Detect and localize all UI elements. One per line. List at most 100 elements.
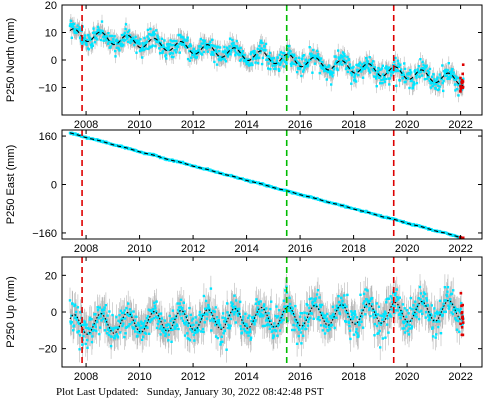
data-point (298, 67, 302, 71)
data-point (117, 47, 121, 51)
data-point (458, 330, 461, 333)
outlier-points (458, 236, 465, 239)
data-point (288, 302, 292, 306)
data-point (268, 51, 272, 55)
data-point (211, 44, 214, 47)
data-point (455, 328, 459, 331)
data-point (349, 337, 352, 341)
data-point (227, 48, 230, 51)
data-point (152, 311, 155, 315)
data-point (179, 41, 182, 44)
data-point (422, 299, 425, 303)
data-point (436, 312, 439, 316)
data-point (159, 333, 162, 336)
data-point (439, 312, 442, 315)
data-point (271, 329, 274, 332)
data-point (70, 321, 73, 324)
data-point (432, 83, 436, 86)
data-point (258, 48, 262, 51)
data-point (178, 42, 181, 46)
data-point (102, 317, 105, 320)
data-point (312, 48, 315, 52)
data-point (78, 28, 81, 31)
data-point (281, 51, 285, 55)
data-point (459, 307, 462, 310)
data-point (118, 320, 122, 324)
data-point (154, 44, 157, 48)
data-point (331, 314, 334, 317)
data-point (122, 43, 125, 47)
data-point (127, 324, 130, 328)
data-point (263, 324, 266, 328)
data-point (106, 314, 109, 317)
data-point (427, 319, 430, 322)
data-point (444, 74, 447, 77)
data-point (160, 317, 164, 320)
data-point (302, 334, 305, 337)
data-point (222, 51, 226, 54)
data-point (198, 50, 201, 54)
data-point (224, 318, 227, 321)
data-point (311, 54, 314, 57)
data-point (197, 329, 200, 332)
data-point (201, 327, 205, 331)
data-point (273, 322, 276, 325)
data-point (382, 76, 386, 79)
data-point (113, 336, 116, 340)
data-point (160, 325, 163, 328)
data-point (83, 321, 87, 324)
data-point (308, 297, 311, 301)
data-point (391, 300, 394, 304)
data-point (379, 82, 382, 85)
data-point (237, 53, 241, 57)
data-point (256, 47, 259, 50)
data-point (375, 302, 378, 305)
data-point (240, 51, 244, 55)
data-point (405, 309, 408, 312)
data-point (302, 54, 306, 57)
data-point (192, 323, 195, 327)
data-point (125, 325, 129, 329)
data-point (89, 43, 93, 47)
data-point (316, 53, 320, 56)
x-tick-label: 2020 (395, 371, 419, 383)
data-point (277, 68, 280, 71)
data-point (85, 326, 88, 329)
data-point (143, 325, 146, 328)
data-point (164, 334, 167, 338)
data-point (425, 64, 428, 67)
data-point (252, 56, 255, 59)
data-point (346, 293, 349, 297)
data-point (173, 49, 176, 52)
data-point (359, 293, 362, 296)
data-point (302, 68, 305, 71)
data-point (295, 324, 298, 327)
data-point (235, 51, 238, 54)
data-point (330, 71, 333, 74)
data-point (319, 59, 322, 62)
data-point (326, 312, 329, 316)
data-point (449, 75, 452, 78)
data-point (371, 303, 374, 306)
data-point (189, 328, 192, 331)
data-point (361, 76, 365, 79)
data-point (91, 329, 94, 332)
data-point (246, 60, 250, 63)
data-point (213, 320, 216, 323)
data-point (133, 39, 136, 42)
data-point (259, 300, 262, 303)
data-point (386, 323, 389, 326)
data-point (315, 303, 318, 306)
data-point (362, 292, 366, 296)
data-point (175, 39, 178, 43)
data-point (186, 324, 190, 327)
data-point (209, 287, 213, 290)
data-point (226, 311, 229, 314)
x-tick-label: 2012 (181, 119, 205, 131)
data-point (357, 73, 360, 77)
data-point (282, 299, 286, 302)
data-point (94, 325, 97, 329)
data-point (103, 306, 106, 309)
data-point (393, 64, 396, 67)
data-point (217, 319, 220, 322)
